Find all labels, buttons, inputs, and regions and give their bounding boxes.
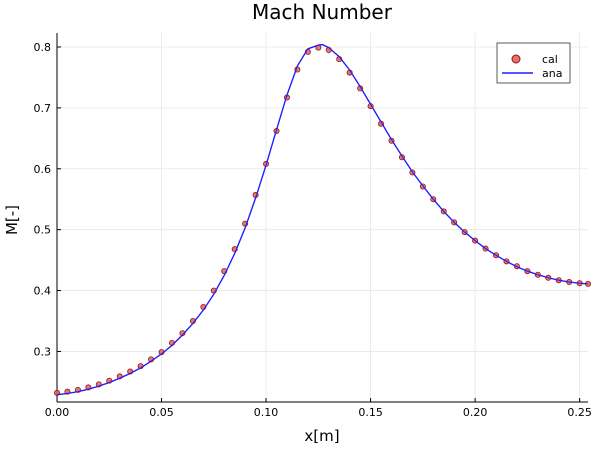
- x-tick-label: 0.10: [254, 406, 279, 419]
- y-tick-label: 0.5: [34, 224, 52, 237]
- y-tick-label: 0.7: [34, 102, 52, 115]
- y-tick-label: 0.8: [34, 41, 52, 54]
- chart-title: Mach Number: [252, 0, 393, 24]
- x-tick-label: 0.00: [45, 406, 70, 419]
- y-tick-label: 0.3: [34, 345, 52, 358]
- legend: cal ana: [497, 43, 570, 83]
- y-tick-label: 0.6: [34, 163, 52, 176]
- x-tick-label: 0.05: [149, 406, 174, 419]
- y-axis-label: M[-]: [3, 205, 21, 235]
- x-tick-label: 0.20: [463, 406, 488, 419]
- y-tick-label: 0.4: [34, 285, 52, 298]
- legend-label-cal: cal: [542, 53, 558, 66]
- legend-label-ana: ana: [542, 67, 562, 80]
- x-tick-label: 0.15: [358, 406, 383, 419]
- legend-marker-cal: [512, 55, 520, 63]
- x-tick-label: 0.25: [567, 406, 592, 419]
- x-axis-label: x[m]: [304, 427, 339, 445]
